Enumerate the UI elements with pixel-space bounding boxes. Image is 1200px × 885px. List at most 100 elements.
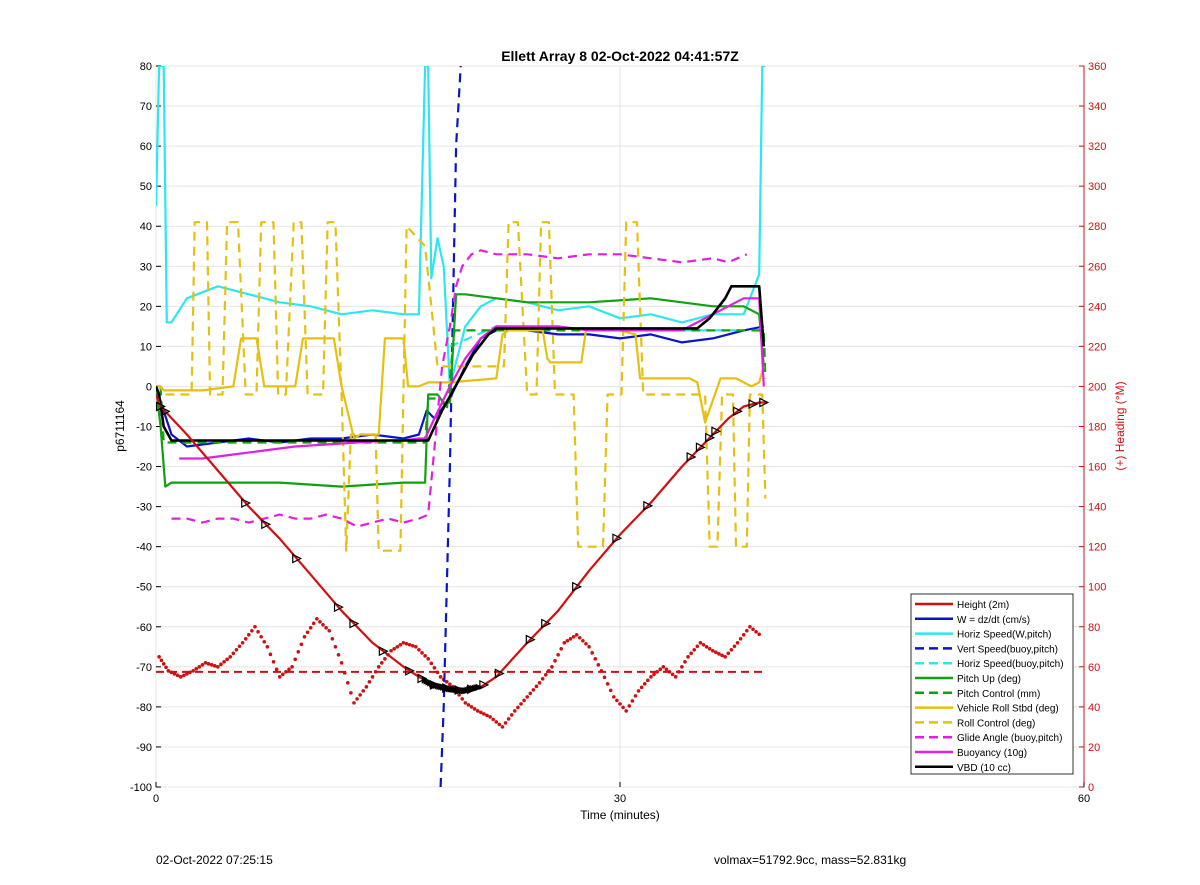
heading-point [646,678,650,683]
height-marker [686,451,697,462]
heading-point [717,652,721,656]
heading-point [751,627,755,632]
heading-point [553,659,557,663]
heading-point [485,713,489,718]
heading-point [729,648,734,652]
heading-point [247,632,251,637]
heading-point [216,665,220,669]
legend-label: Horiz Speed(W,pitch) [957,630,1051,641]
heading-point [420,651,424,655]
heading-point [513,709,517,713]
heading-point [410,644,415,648]
heading-point [256,629,260,634]
left-tick-label: 70 [140,101,152,113]
left-tick-label: 40 [140,221,152,233]
series-buoyancy-10g [179,297,765,460]
left-tick-label: -10 [136,422,152,434]
footer-vehicle-params: volmax=51792.9cc, mass=52.831kg [714,853,907,867]
heading-point [342,671,347,675]
heading-point [432,666,437,670]
height-marker [541,618,552,629]
heading-point [503,721,508,725]
left-tick-label: -50 [136,582,152,594]
left-tick-label: -40 [136,542,152,554]
height-marker [612,533,623,544]
heading-point [630,699,635,703]
heading-point [475,709,480,713]
heading-point [639,685,644,690]
heading-point [426,657,431,661]
heading-point [398,643,403,647]
heading-point [287,667,291,672]
height-marker [748,399,759,410]
right-tick-label: 220 [1088,341,1106,353]
height-marker [160,406,171,417]
heading-point [194,667,199,671]
right-tick-label: 20 [1088,742,1100,754]
heading-point [516,705,520,710]
heading-point [605,682,610,686]
left-tick-label: 20 [140,301,152,313]
heading-point [281,672,285,677]
right-tick-label: 40 [1088,702,1100,714]
heading-point [178,675,183,679]
heading-point [423,654,427,658]
heading-point [568,636,573,641]
heading-point [185,672,189,676]
heading-point [373,670,378,674]
heading-point [556,653,560,657]
heading-point [618,702,622,706]
right-tick-label: 60 [1088,662,1100,674]
heading-point [584,642,588,646]
chart-title: Ellett Array 8 02-Oct-2022 04:41:57Z [501,48,739,64]
heading-point [457,693,461,697]
heading-point [330,636,335,641]
heading-point [667,670,672,674]
heading-point [448,682,452,687]
heading-point [315,616,319,621]
heading-point [231,651,236,656]
legend-label: Pitch Control (mm) [957,689,1040,700]
left-tick-label: 80 [140,61,152,73]
heading-point [191,669,195,673]
heading-point [754,629,758,634]
grid-lines [155,65,1085,788]
right-tick-label: 200 [1088,381,1106,393]
left-tick-label: 10 [140,341,152,353]
heading-point [652,672,656,677]
heading-point [265,645,270,649]
heading-point [164,665,168,670]
right-axis-label: (+) Heading (°M) [1113,381,1127,470]
heading-point [723,655,727,659]
right-tick-label: 80 [1088,622,1100,634]
heading-point [212,664,217,668]
heading-point [689,651,693,656]
heading-point [206,662,211,666]
heading-point [253,624,257,629]
heading-point [268,652,273,657]
right-tick-label: 300 [1088,181,1106,193]
heading-point [571,634,576,639]
heading-point [349,691,353,695]
left-tick-label: 30 [140,261,152,273]
heading-point [522,698,526,703]
heading-point [676,670,681,674]
heading-point [271,660,276,664]
heading-point [240,641,245,645]
heading-point [327,628,332,633]
height-marker [525,634,536,645]
heading-point [321,622,325,627]
heading-point [380,661,384,665]
legend-label: W = dz/dt (cm/s) [957,615,1030,626]
heading-point [284,670,288,674]
right-tick-label: 360 [1088,61,1106,73]
heading-point [695,644,700,649]
heading-point [562,641,567,645]
heading-point [262,639,267,644]
right-tick-label: 120 [1088,542,1106,554]
heading-point [203,661,208,665]
heading-point [305,630,310,635]
legend-label: Roll Control (deg) [957,718,1035,729]
heading-point [404,642,409,646]
left-tick-label: -60 [136,622,152,634]
